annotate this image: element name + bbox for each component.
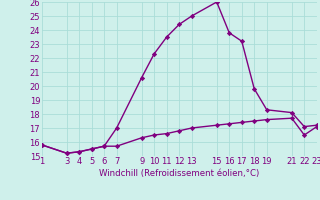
X-axis label: Windchill (Refroidissement éolien,°C): Windchill (Refroidissement éolien,°C) [99,169,259,178]
